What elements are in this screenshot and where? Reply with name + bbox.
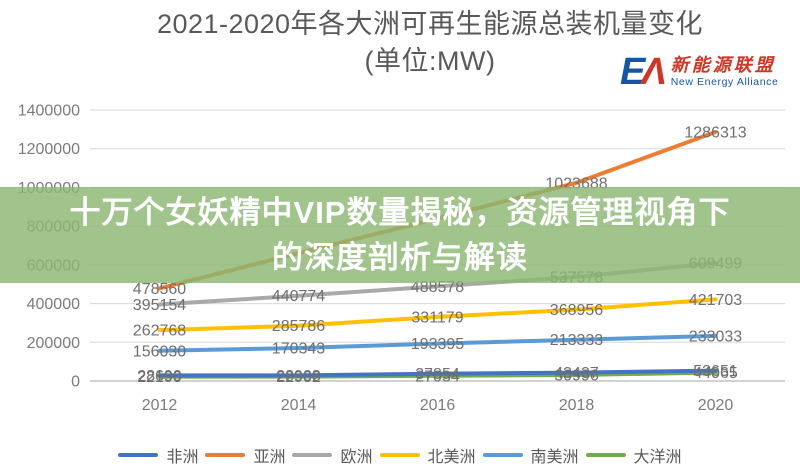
legend-item-south-america: 南美洲: [482, 443, 579, 467]
data-label-africa: 37854: [415, 366, 460, 383]
legend-item-europe: 欧洲: [292, 469, 372, 474]
x-axis-tick-label: 2012: [142, 397, 178, 414]
legend-item-europe: 欧洲: [292, 443, 373, 467]
chart-title-line1: 2021-2020年各大洲可再生能源总装机量变化: [156, 9, 704, 39]
logo-text: 新能源联盟 New Energy Alliance: [670, 54, 779, 89]
x-axis-tick-label: 2016: [420, 397, 456, 414]
chart-title: 2021-2020年各大洲可再生能源总装机量变化 (单位:MW): [60, 6, 800, 80]
data-label-oceania: 27034: [415, 368, 460, 385]
logo-letter-a: Λ: [641, 51, 666, 93]
legend-swatch-europe: [292, 452, 333, 458]
series-line-south-america: [157, 333, 718, 353]
legend-label-asia: 亚洲: [253, 449, 286, 466]
series-line-africa: [157, 368, 718, 378]
y-axis-tick-label: 1400000: [18, 103, 80, 120]
data-label-europe: 488578: [411, 279, 464, 296]
data-label-europe: 440774: [272, 288, 325, 305]
watermark-line1: 十万个女妖精中VIP数量揭秘，资源管理视角下: [69, 195, 731, 230]
legend-label-africa: 非洲: [166, 449, 199, 466]
data-label-oceania: 44065: [693, 365, 738, 382]
legend-label-south-america: 南美洲: [531, 469, 579, 474]
legend-item-oceania: 大洋洲: [585, 443, 682, 467]
legend-item-africa: 非洲: [118, 443, 198, 467]
x-axis-tick-label: 2018: [559, 397, 595, 414]
legend-label-south-america: 南美洲: [530, 449, 579, 466]
legend-swatch-oceania: [585, 452, 626, 458]
data-label-europe: 395154: [133, 297, 186, 314]
data-label-south-america: 170343: [272, 341, 325, 358]
chart-title-unit: (单位:MW): [364, 46, 496, 76]
data-label-africa: 53651: [693, 363, 738, 380]
data-label-oceania: 30996: [554, 368, 599, 385]
legend-item-north-america: 北美洲: [379, 443, 476, 467]
legend: 非洲 亚洲 欧洲 北美洲 南美洲 大洋洲: [0, 443, 800, 467]
y-axis-tick-label: 0: [71, 374, 80, 391]
legend-item-asia: 亚洲: [205, 469, 285, 474]
data-label-north-america: 262768: [133, 323, 186, 340]
watermark-line2: 的深度剖析与解读: [272, 240, 528, 275]
data-label-south-america: 193395: [411, 336, 464, 353]
legend-label-europe: 欧洲: [340, 449, 373, 466]
legend-label-north-america: 北美洲: [427, 449, 476, 466]
data-label-africa: 28908: [276, 368, 321, 385]
data-label-north-america: 285786: [272, 318, 325, 335]
legend-swatch-africa: [118, 452, 159, 458]
legend-swatch-north-america: [379, 452, 420, 458]
legend-item-south-america: 南美洲: [483, 469, 579, 474]
logo-cn-name: 新能源联盟: [670, 54, 776, 76]
legend-label-europe: 欧洲: [340, 469, 372, 474]
data-label-asia: 1286313: [684, 125, 746, 142]
legend-item-north-america: 北美洲: [380, 469, 476, 474]
logo-letter-e: E: [620, 51, 645, 93]
data-label-north-america: 331179: [411, 309, 463, 326]
data-label-south-america: 213333: [550, 332, 603, 349]
legend-label-north-america: 北美洲: [428, 469, 476, 474]
data-label-north-america: 368956: [550, 302, 603, 319]
legend-label-asia: 亚洲: [253, 469, 285, 474]
data-label-africa: 28690: [137, 368, 182, 385]
data-label-north-america: 421703: [689, 292, 742, 309]
x-axis-tick-label: 2020: [698, 397, 734, 414]
y-axis-tick-label: 200000: [27, 335, 80, 352]
data-label-oceania: 22902: [276, 369, 321, 386]
data-label-south-america: 156030: [133, 343, 186, 360]
y-axis-tick-label: 1200000: [18, 141, 80, 158]
legend-swatch-south-america: [482, 452, 523, 458]
legend-item-oceania: 大洋洲: [586, 469, 682, 474]
ea-monogram-icon: EΛ: [620, 51, 667, 93]
data-label-africa: 43437: [554, 365, 599, 382]
legend-label-africa: 非洲: [166, 469, 198, 474]
data-label-oceania: 22190: [137, 369, 182, 386]
data-label-south-america: 233033: [689, 328, 742, 345]
legend-label-oceania: 大洋洲: [634, 469, 682, 474]
logo-en-name: New Energy Alliance: [670, 76, 779, 89]
legend-swatch-asia: [205, 452, 246, 458]
legend-item-africa: 非洲: [118, 469, 198, 474]
brand-logo: EΛ 新能源联盟 New Energy Alliance: [620, 53, 778, 91]
legend-ghost-row: 非洲 亚洲 欧洲 北美洲 南美洲 大洋洲: [0, 469, 800, 474]
legend-item-asia: 亚洲: [205, 443, 285, 467]
series-line-north-america: [157, 297, 718, 333]
data-label-asia: 478560: [133, 281, 186, 298]
watermark-banner: 十万个女妖精中VIP数量揭秘，资源管理视角下 的深度剖析与解读: [0, 187, 800, 283]
x-axis-tick-label: 2014: [281, 397, 317, 414]
y-axis-tick-label: 400000: [27, 296, 80, 313]
legend-label-oceania: 大洋洲: [633, 449, 682, 466]
